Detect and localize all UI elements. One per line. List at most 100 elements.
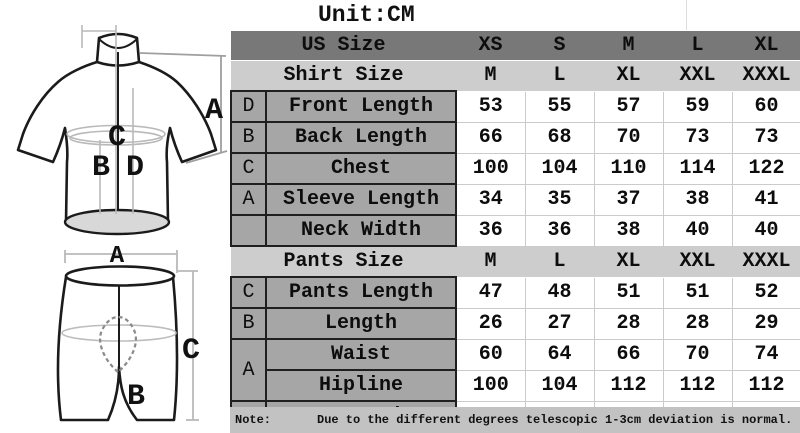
size-header-value: S (525, 30, 595, 61)
size-header-value: XL (594, 245, 664, 278)
measure-letter-cell: B (230, 121, 267, 154)
measure-value-cell: 104 (524, 369, 595, 402)
measure-letter-cell: B (230, 307, 267, 340)
measure-value-cell: 51 (593, 276, 664, 309)
table-row: D Front Length 53 55 57 59 60 (230, 90, 800, 123)
note-bar: Note: Due to the different degrees teles… (230, 407, 800, 433)
measure-label-cell: Chest (264, 152, 458, 185)
shorts-label-b: B (127, 380, 145, 414)
measure-value-cell: 28 (662, 307, 733, 340)
table-row: A Sleeve Length 34 35 37 38 41 (230, 183, 800, 216)
measure-label-cell: Neck Width (264, 214, 458, 247)
size-table-body: US Size XS S M L XL Shirt Size M L XL XXL XXXL D Fron… (230, 30, 800, 433)
garment-diagrams: A B C D A B C (16, 25, 228, 422)
size-header-label: US Size (231, 30, 457, 61)
table-row: Hipline 100 104 112 112 112 (231, 369, 800, 402)
measure-value-cell: 53 (455, 90, 526, 123)
size-header-label: Pants Size (231, 245, 457, 278)
table-row: A Waist 60 64 66 70 74 (230, 338, 800, 402)
measure-value-cell: 70 (662, 338, 733, 371)
measure-letter-cell: C (230, 152, 267, 185)
measure-letter-cell: A (230, 183, 267, 216)
size-header-value: M (456, 245, 526, 278)
measure-value-cell: 27 (524, 307, 595, 340)
measure-value-cell: 26 (455, 307, 526, 340)
measure-label-cell: Back Length (264, 121, 458, 154)
measure-value-cell: 60 (455, 338, 526, 371)
table-row: Pants Size M L XL XXL XXXL (231, 245, 800, 278)
size-header-label: Shirt Size (231, 60, 457, 92)
measure-letter-cell: D (230, 90, 267, 123)
note-label: Note: (235, 413, 272, 427)
measure-value-cell: 66 (593, 338, 664, 371)
measure-value-cell: 47 (455, 276, 526, 309)
measure-value-cell: 59 (662, 90, 733, 123)
measure-value-cell: 38 (593, 214, 664, 247)
measure-value-cell: 74 (731, 338, 800, 371)
shorts-label-a: A (110, 243, 125, 270)
size-header-value: XXL (663, 245, 733, 278)
shorts-diagram: A B C (56, 243, 200, 422)
measure-value-cell: 48 (524, 276, 595, 309)
measure-value-cell: 34 (455, 183, 526, 216)
measure-value-cell: 41 (731, 183, 800, 216)
jersey-label-d: D (126, 151, 144, 185)
measure-value-cell: 29 (731, 307, 800, 340)
size-header-value: XXXL (732, 60, 800, 92)
measure-letter-cell: A (230, 338, 267, 402)
jersey-label-c: C (108, 121, 126, 155)
note-text: Due to the different degrees telescopic … (317, 413, 793, 427)
title-row: Unit:CM (230, 0, 800, 30)
size-header-value: XL (594, 60, 664, 92)
measure-label-cell: Waist (264, 338, 458, 371)
measure-label-cell: Pants Length (264, 276, 458, 309)
jersey-diagram: A B C D (16, 25, 228, 236)
table-row: C Pants Length 47 48 51 51 52 (230, 276, 800, 309)
size-panel: Unit:CM US Size XS S M L XL Shirt Size M L XL XXL X… (230, 0, 800, 433)
table-row: Shirt Size M L XL XXL XXXL (231, 60, 800, 92)
measure-value-cell: 55 (524, 90, 595, 123)
jersey-label-b: B (92, 151, 110, 185)
measure-value-cell: 112 (593, 369, 664, 402)
jersey-hem (63, 208, 171, 236)
measure-value-cell: 104 (524, 152, 595, 185)
size-header-value: XL (732, 30, 800, 61)
size-header-value: L (525, 245, 595, 278)
measure-value-cell: 112 (662, 369, 733, 402)
size-header-value: XXXL (732, 245, 800, 278)
measure-value-cell: 40 (662, 214, 733, 247)
measure-letter-cell (230, 214, 267, 247)
shorts-legs-outline (56, 275, 179, 422)
jersey-neck-opening (98, 38, 138, 49)
size-header-value: XS (456, 30, 526, 61)
table-row: B Back Length 66 68 70 73 73 (230, 121, 800, 154)
shorts-measure-lines (64, 250, 199, 421)
measure-value-cell: 36 (455, 214, 526, 247)
table-row: C Chest 100 104 110 114 122 (230, 152, 800, 185)
measure-value-cell: 112 (731, 369, 800, 402)
measure-value-cell: 38 (662, 183, 733, 216)
measure-label-cell: Sleeve Length (264, 183, 458, 216)
measure-value-cell: 66 (455, 121, 526, 154)
size-header-value: M (456, 60, 526, 92)
unit-title: Unit:CM (318, 2, 415, 28)
measure-value-cell: 28 (593, 307, 664, 340)
measure-value-cell: 37 (593, 183, 664, 216)
shorts-chamois-pad (99, 315, 137, 374)
measure-value-cell: 51 (662, 276, 733, 309)
jersey-collar (95, 32, 141, 67)
measure-value-cell: 60 (731, 90, 800, 123)
measure-value-cell: 64 (524, 338, 595, 371)
size-header-value: L (525, 60, 595, 92)
measure-value-cell: 35 (524, 183, 595, 216)
measure-value-cell: 122 (731, 152, 800, 185)
shorts-label-c: C (182, 334, 200, 368)
jersey-measure-lines (139, 52, 228, 164)
measure-value-cell: 36 (524, 214, 595, 247)
size-header-value: L (663, 30, 733, 61)
measure-value-cell: 70 (593, 121, 664, 154)
measure-label-cell: Hipline (264, 369, 458, 402)
table-row: US Size XS S M L XL (231, 30, 800, 61)
measure-letter-cell: C (230, 276, 267, 309)
